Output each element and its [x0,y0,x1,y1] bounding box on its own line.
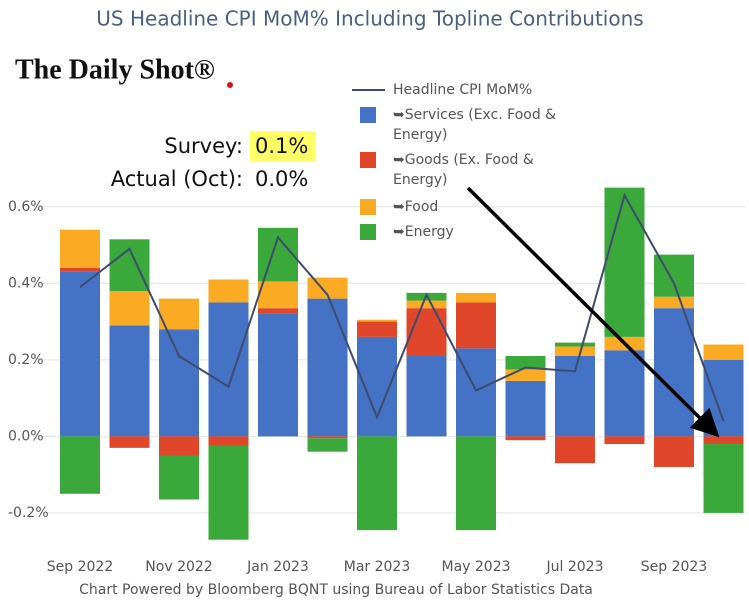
y-tick-label: 0.4% [8,275,44,291]
bar-segment [604,187,645,337]
bar-segment [60,436,100,494]
legend-swatch [360,152,376,168]
bar-segment [109,325,150,437]
plot: -0.2% 0.0% 0.2% 0.4% 0.6% Sep 2022 Nov 2022 Jan… [8,187,745,575]
bar-segment [307,436,348,439]
bar-segment [456,436,496,531]
logo: The Daily Shot® [15,54,215,85]
bar-segment [109,290,150,326]
bar-segment [456,292,496,303]
annotation-label: Survey: [164,134,243,158]
bar-segment [258,281,298,309]
x-tick-label: Mar 2023 [344,559,411,575]
source: Chart Powered by Bloomberg BQNT using Bu… [79,582,593,598]
bar-segment [60,271,100,437]
bar-segment [703,359,744,437]
bar-segment [703,344,744,360]
bar-segment [555,436,595,464]
legend-label: ➥Energy [393,224,454,240]
bar-segment [505,380,546,437]
bar-segment [307,298,348,437]
bar-segment [456,302,496,349]
bar-segment [654,436,694,467]
highlight [250,131,316,161]
y-tick-label: 0.6% [8,199,44,215]
bar-segment [555,346,595,357]
line [79,192,725,422]
bar-segment [555,342,595,347]
bar-segment [258,308,298,314]
bar-segment [604,350,645,437]
y-tick-label: 0.0% [8,428,44,444]
bar-segment [307,438,348,452]
logo-dot [227,82,233,88]
x-tick-label: Jul 2023 [546,559,604,575]
bar-segment [208,279,249,303]
bar-segment [208,436,249,446]
bar-segment [60,229,100,269]
bar-segment [406,308,447,357]
bar-segment [703,444,744,513]
bar-segment [505,436,546,441]
bar-segment [60,268,100,272]
legend-label: Headline CPI MoM% [393,82,533,98]
bar-segment [159,436,199,456]
bar-segment [357,336,397,437]
legend-label: ➥Services (Exc. Food & Energy) [393,107,557,143]
chart-title: US Headline CPI MoM% Including Topline C… [96,7,643,31]
bar-segment [258,313,298,437]
bar-segment [505,369,546,381]
legend-label: ➥Food [393,199,439,215]
x-tick-label: Jan 2023 [246,559,309,575]
bar-segment [159,298,199,330]
annotation-label: Actual (Oct): [111,167,243,191]
bar-segment [159,329,199,437]
x-tick-label: May 2023 [441,559,510,575]
y-tick-label: 0.2% [8,352,44,368]
bar-segment [654,308,694,437]
bar-segment [159,455,199,500]
legend-swatch [360,224,376,240]
bar-segment [357,319,397,322]
bar-segment [505,356,546,370]
bar-segment [703,436,744,445]
annotation-value: 0.0% [255,167,308,191]
bar-segment [357,321,397,337]
arrow [466,186,720,438]
y-tick-label: -0.2% [8,505,49,521]
annotation-value: 0.1% [255,134,308,158]
x-tick-label: Sep 2022 [47,559,113,575]
bar-segment [109,436,150,448]
bar-segment [357,436,397,531]
bar-segment [654,254,694,297]
legend-label: ➥Goods (Ex. Food & Energy) [393,152,534,188]
legend-swatch [360,199,376,215]
x-tick-label: Nov 2022 [145,559,212,575]
bar-segment [406,300,447,309]
bar-segment [654,296,694,309]
bar-segment [208,302,249,437]
x-tick-label: Sep 2023 [641,559,707,575]
legend-swatch [360,107,376,123]
bar-segment [208,445,249,540]
bar-segment [406,356,447,437]
bar-segment [109,239,150,291]
bar-segment [604,436,645,445]
